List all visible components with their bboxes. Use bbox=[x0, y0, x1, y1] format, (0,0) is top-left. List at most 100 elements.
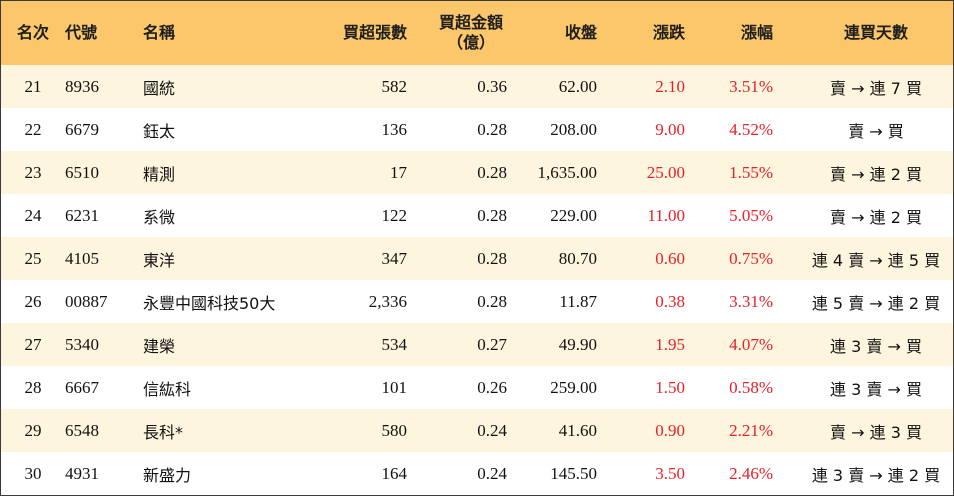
cell-name: 國統 bbox=[143, 78, 176, 98]
header-amount-line2: （億） bbox=[446, 33, 495, 52]
cell-pct: 5.05% bbox=[729, 205, 773, 225]
cell-change: 9.00 bbox=[655, 119, 685, 139]
table-row: 29 6548 長科* 580 0.24 41.60 0.90 2.21% 賣 → 連 3 買 bbox=[1, 409, 953, 452]
cell-rank: 21 bbox=[24, 76, 42, 96]
cell-rank: 24 bbox=[24, 205, 42, 225]
cell-code: 6510 bbox=[65, 162, 99, 182]
cell-volume: 17 bbox=[390, 162, 407, 182]
cell-name: 鈺太 bbox=[143, 121, 176, 141]
cell-rank: 28 bbox=[24, 377, 42, 397]
cell-pct: 4.07% bbox=[729, 334, 773, 354]
cell-close: 229.00 bbox=[550, 205, 597, 225]
cell-volume: 136 bbox=[381, 119, 408, 139]
cell-change: 1.50 bbox=[655, 377, 685, 397]
table-row: 28 6667 信紘科 101 0.26 259.00 1.50 0.58% 連 3 賣 → 買 bbox=[1, 366, 953, 409]
table-row: 30 4931 新盛力 164 0.24 145.50 3.50 2.46% 連 3 賣 → 連… bbox=[1, 452, 953, 495]
cell-amount: 0.28 bbox=[477, 205, 507, 225]
cell-rank: 25 bbox=[24, 248, 42, 268]
cell-code: 6679 bbox=[65, 119, 99, 139]
cell-streak: 賣 → 買 bbox=[848, 121, 904, 141]
cell-name: 信紘科 bbox=[143, 379, 192, 399]
cell-code: 6231 bbox=[65, 205, 99, 225]
header-pct: 漲幅 bbox=[740, 23, 773, 42]
cell-code: 4931 bbox=[65, 463, 99, 483]
table-row: 25 4105 東洋 347 0.28 80.70 0.60 0.75% 連 4 賣 → 連 5… bbox=[1, 237, 953, 280]
table-row: 26 00887 永豐中國科技50大 2,336 0.28 11.87 0.38 3.31% 連… bbox=[1, 280, 953, 323]
cell-change: 0.60 bbox=[655, 248, 685, 268]
cell-change: 3.50 bbox=[655, 463, 685, 483]
cell-name: 新盛力 bbox=[143, 465, 192, 485]
cell-streak: 連 3 賣 → 連 2 買 bbox=[811, 465, 941, 485]
header-change: 漲跌 bbox=[652, 23, 685, 42]
cell-streak: 連 4 賣 → 連 5 買 bbox=[811, 250, 941, 270]
cell-pct: 1.55% bbox=[729, 162, 773, 182]
cell-name: 長科* bbox=[143, 422, 184, 442]
cell-change: 1.95 bbox=[655, 334, 685, 354]
cell-volume: 101 bbox=[381, 377, 408, 397]
cell-amount: 0.28 bbox=[477, 162, 507, 182]
cell-rank: 30 bbox=[24, 463, 42, 483]
table-row: 21 8936 國統 582 0.36 62.00 2.10 3.51% 賣 → 連 7 買 bbox=[1, 65, 953, 108]
cell-streak: 賣 → 連 2 買 bbox=[830, 207, 922, 227]
cell-change: 25.00 bbox=[646, 162, 685, 182]
table-row: 23 6510 精測 17 0.28 1,635.00 25.00 1.55% 賣 → 連 2 … bbox=[1, 151, 953, 194]
cell-amount: 0.36 bbox=[477, 76, 507, 96]
cell-amount: 0.28 bbox=[477, 119, 507, 139]
cell-streak: 賣 → 連 2 買 bbox=[830, 164, 922, 184]
cell-code: 6667 bbox=[65, 377, 99, 397]
cell-volume: 164 bbox=[381, 463, 408, 483]
cell-amount: 0.28 bbox=[477, 291, 507, 311]
cell-amount: 0.24 bbox=[477, 463, 507, 483]
cell-streak: 賣 → 連 3 買 bbox=[830, 422, 922, 442]
cell-pct: 2.46% bbox=[729, 463, 773, 483]
cell-streak: 連 3 賣 → 買 bbox=[830, 379, 922, 399]
header-name: 名稱 bbox=[143, 23, 176, 42]
cell-close: 80.70 bbox=[558, 248, 597, 268]
table-row: 24 6231 系微 122 0.28 229.00 11.00 5.05% 賣 → 連 2 買 bbox=[1, 194, 953, 237]
cell-streak: 連 3 賣 → 買 bbox=[830, 336, 922, 356]
cell-name: 建榮 bbox=[143, 336, 176, 356]
header-close: 收盤 bbox=[564, 23, 597, 42]
cell-volume: 534 bbox=[381, 334, 408, 354]
cell-rank: 26 bbox=[24, 291, 42, 311]
cell-change: 11.00 bbox=[647, 205, 685, 225]
header-row: 名次 代號 名稱 買超張數 買超金額 （億） 收盤 漲跌 漲幅 連買天數 bbox=[1, 1, 953, 65]
table-row: 22 6679 鈺太 136 0.28 208.00 9.00 4.52% 賣 → 買 bbox=[1, 108, 953, 151]
cell-change: 2.10 bbox=[655, 76, 685, 96]
cell-streak: 連 5 賣 → 連 2 買 bbox=[811, 293, 941, 313]
cell-code: 6548 bbox=[65, 420, 99, 440]
table-row: 27 5340 建榮 534 0.27 49.90 1.95 4.07% 連 3 賣 → 買 bbox=[1, 323, 953, 366]
cell-code: 4105 bbox=[65, 248, 99, 268]
cell-close: 1,635.00 bbox=[537, 162, 598, 182]
cell-close: 49.90 bbox=[558, 334, 597, 354]
cell-rank: 23 bbox=[24, 162, 42, 182]
cell-close: 259.00 bbox=[550, 377, 597, 397]
header-streak: 連買天數 bbox=[843, 23, 908, 42]
cell-code: 00887 bbox=[65, 291, 108, 311]
cell-volume: 347 bbox=[381, 248, 408, 268]
header-amount: 買超金額 （億） bbox=[429, 1, 529, 65]
table-body: 21 8936 國統 582 0.36 62.00 2.10 3.51% 賣 → 連 7 買 22… bbox=[1, 65, 953, 495]
cell-amount: 0.24 bbox=[477, 420, 507, 440]
cell-change: 0.90 bbox=[655, 420, 685, 440]
cell-rank: 27 bbox=[24, 334, 42, 354]
cell-volume: 582 bbox=[381, 76, 408, 96]
header-code: 代號 bbox=[65, 23, 98, 42]
cell-code: 5340 bbox=[65, 334, 99, 354]
cell-close: 145.50 bbox=[550, 463, 597, 483]
cell-name: 系微 bbox=[143, 207, 176, 227]
cell-change: 0.38 bbox=[655, 291, 685, 311]
cell-amount: 0.27 bbox=[477, 334, 507, 354]
cell-close: 62.00 bbox=[558, 76, 597, 96]
cell-close: 41.60 bbox=[558, 420, 597, 440]
cell-pct: 4.52% bbox=[729, 119, 773, 139]
cell-volume: 2,336 bbox=[368, 291, 407, 311]
cell-close: 208.00 bbox=[550, 119, 597, 139]
cell-close: 11.87 bbox=[559, 291, 597, 311]
cell-amount: 0.28 bbox=[477, 248, 507, 268]
cell-pct: 3.51% bbox=[729, 76, 773, 96]
cell-name: 東洋 bbox=[143, 250, 176, 270]
cell-name: 永豐中國科技50大 bbox=[143, 293, 276, 313]
